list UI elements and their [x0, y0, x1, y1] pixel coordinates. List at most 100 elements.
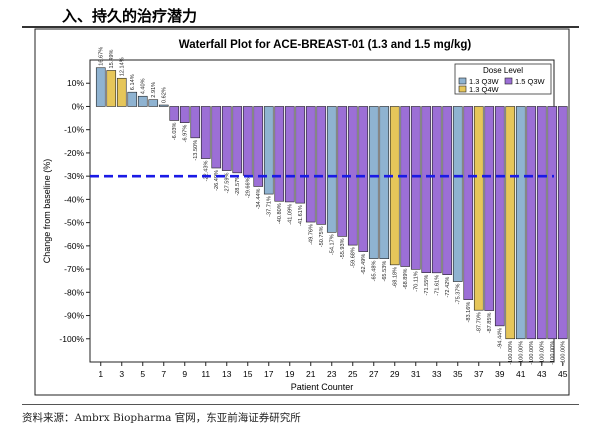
value-label: -27.59%: [225, 173, 231, 194]
value-label: -65.48%: [372, 261, 378, 282]
value-label: -100.00%: [519, 341, 525, 365]
bar-patient-16: [253, 106, 264, 187]
x-tick-label: 35: [453, 369, 463, 379]
value-label: -41.61%: [298, 205, 304, 226]
legend: Dose Level 1.3 Q3W 1.5 Q3W 1.3 Q4W: [454, 63, 552, 95]
bar-patient-37: [473, 106, 484, 311]
bar-patient-34: [442, 106, 453, 275]
legend-box: [454, 63, 552, 95]
value-label: -29.66%: [246, 177, 252, 198]
x-tick-label: 31: [411, 369, 421, 379]
value-label: -49.76%: [309, 224, 315, 245]
y-tick-label: -60%: [64, 241, 84, 251]
chart-title: Waterfall Plot for ACE-BREAST-01 (1.3 an…: [179, 39, 472, 51]
y-tick-label: 0%: [72, 101, 85, 111]
x-tick-label: 23: [327, 369, 337, 379]
bar-patient-11: [200, 106, 211, 159]
bar-patient-30: [400, 106, 411, 267]
y-tick-label: -30%: [64, 171, 84, 181]
bar-patient-32: [421, 106, 432, 273]
value-label: -100.00%: [561, 341, 567, 365]
bar-patient-4: [127, 91, 138, 107]
bar-patient-45: [557, 106, 568, 340]
value-label: 0.62%: [162, 87, 168, 103]
bar-patient-17: [263, 106, 274, 195]
y-tick-label: -80%: [64, 287, 84, 297]
x-tick-label: 5: [140, 369, 145, 379]
y-axis-title: Change from baseline (%): [42, 159, 52, 264]
legend-swatch: [458, 85, 467, 93]
value-label: -34.44%: [256, 188, 262, 209]
x-tick-label: 29: [390, 369, 400, 379]
legend-label: 1.3 Q4W: [469, 85, 500, 94]
bar-patient-23: [326, 106, 337, 233]
x-tick-label: 43: [537, 369, 547, 379]
y-axis: 10% 0% -10% -20% -30% -40% -50% -60% -70% -80% -90…: [59, 78, 90, 344]
value-label: -26.49%: [214, 170, 220, 191]
y-tick-label: -20%: [64, 148, 84, 158]
x-tick-label: 45: [558, 369, 568, 379]
bar-patient-7: [158, 104, 169, 107]
legend-title: Dose Level: [483, 66, 523, 75]
value-label: -87.70%: [477, 312, 483, 333]
value-label: -28.57%: [235, 175, 241, 196]
value-label: -75.37%: [456, 284, 462, 305]
bar-patient-9: [179, 106, 190, 123]
bar-patient-22: [316, 106, 327, 225]
bar-patient-29: [389, 106, 400, 266]
bar-patient-15: [242, 106, 253, 176]
bar-patient-21: [305, 106, 316, 223]
bar-patient-2: [106, 70, 117, 107]
x-tick-label: 21: [306, 369, 316, 379]
x-tick-label: 1: [98, 369, 103, 379]
bar-patient-10: [190, 106, 201, 139]
y-tick-label: -100%: [59, 334, 84, 344]
x-tick-label: 9: [182, 369, 187, 379]
value-label: 15.49%: [109, 49, 115, 68]
legend-swatch: [458, 77, 467, 85]
y-tick-label: -70%: [64, 264, 84, 274]
x-tick-label: 27: [369, 369, 379, 379]
legend-label: 1.5 Q3W: [515, 77, 546, 86]
bar-patient-24: [337, 106, 348, 237]
value-label: -13.50%: [193, 140, 199, 161]
bars: [95, 67, 568, 340]
bar-patient-14: [232, 106, 243, 174]
bottom-rule: [22, 404, 579, 405]
value-label: -59.68%: [351, 247, 357, 268]
x-tick-label: 33: [432, 369, 442, 379]
bar-patient-42: [526, 106, 537, 340]
value-label: -100.00%: [529, 341, 535, 365]
value-label: 2.91%: [151, 82, 157, 98]
value-label: -55.93%: [340, 238, 346, 259]
value-label: -37.71%: [267, 196, 273, 217]
value-label: -70.11%: [414, 271, 420, 291]
bar-patient-28: [379, 106, 390, 259]
top-rule: [22, 26, 579, 28]
value-label: -71.55%: [424, 275, 430, 296]
x-tick-label: 41: [516, 369, 526, 379]
bar-patient-41: [515, 106, 526, 340]
bar-patient-26: [358, 106, 369, 252]
section-heading: 入、持久的治疗潜力: [62, 7, 198, 25]
bar-patient-20: [295, 106, 306, 204]
bar-patient-1: [95, 67, 106, 107]
bar-patient-27: [368, 106, 379, 259]
y-tick-label: 10%: [67, 78, 84, 88]
x-axis: 1 3 5 7 9 11 13 15 17 19 21 23 25 27 29 31 33 35 37 39 41 43 4…: [98, 362, 568, 379]
x-tick-label: 37: [474, 369, 484, 379]
bar-patient-5: [137, 95, 148, 107]
legend-swatch: [504, 77, 513, 85]
value-labels: 16.67% 15.49% 12.14% 6.14% 4.40% 2.91% 0.62% -6…: [99, 47, 567, 365]
bar-patient-19: [284, 106, 295, 203]
value-label: -68.89%: [403, 268, 409, 289]
value-label: -65.53%: [382, 261, 388, 282]
x-tick-label: 3: [119, 369, 124, 379]
x-tick-label: 25: [348, 369, 358, 379]
x-tick-label: 39: [495, 369, 505, 379]
value-label: -100.00%: [508, 341, 514, 365]
x-tick-label: 15: [243, 369, 253, 379]
value-label: -71.61%: [435, 275, 441, 296]
value-label: -62.49%: [361, 254, 367, 275]
